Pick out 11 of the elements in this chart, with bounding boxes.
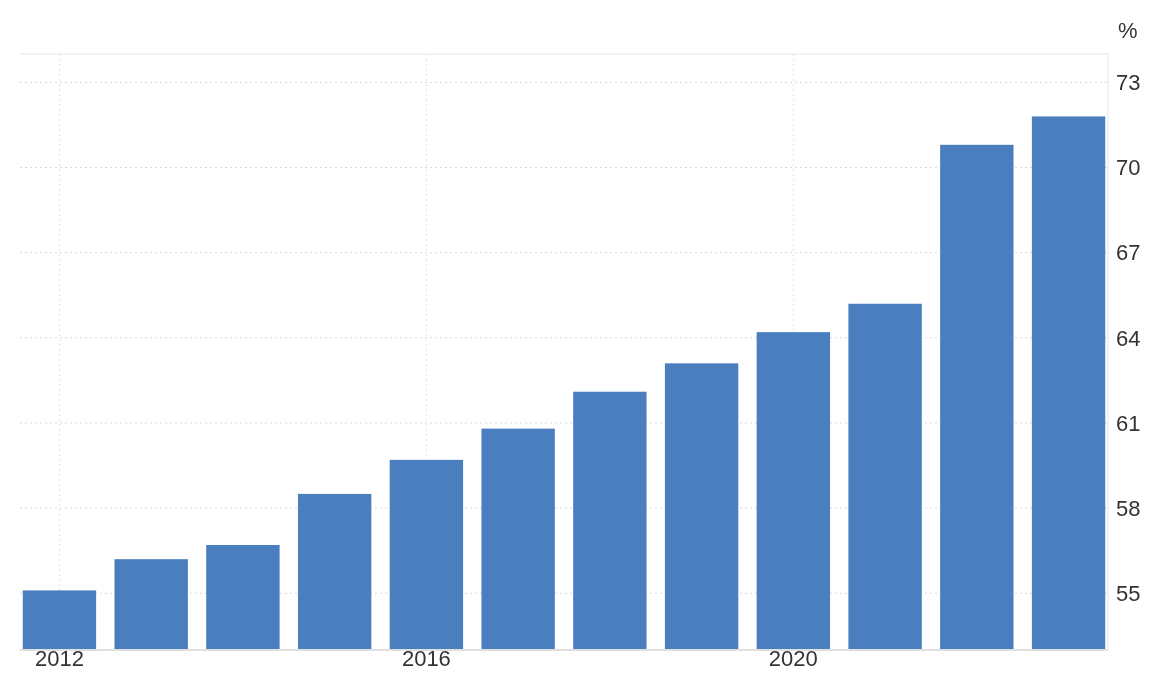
x-tick-label: 2020 <box>768 646 818 671</box>
y-tick-label: 55 <box>1116 580 1141 606</box>
y-tick-label: 67 <box>1116 240 1141 266</box>
y-tick-label: 73 <box>1116 70 1141 96</box>
y-tick-label: 58 <box>1116 495 1141 521</box>
y-tick-label: 70 <box>1116 155 1141 181</box>
x-tick-label: 2016 <box>401 646 451 671</box>
y-axis-title: % <box>1118 18 1138 43</box>
x-tick-label: 2012 <box>34 646 84 671</box>
y-tick-label: 61 <box>1116 410 1141 436</box>
y-tick-label: 64 <box>1116 325 1141 351</box>
